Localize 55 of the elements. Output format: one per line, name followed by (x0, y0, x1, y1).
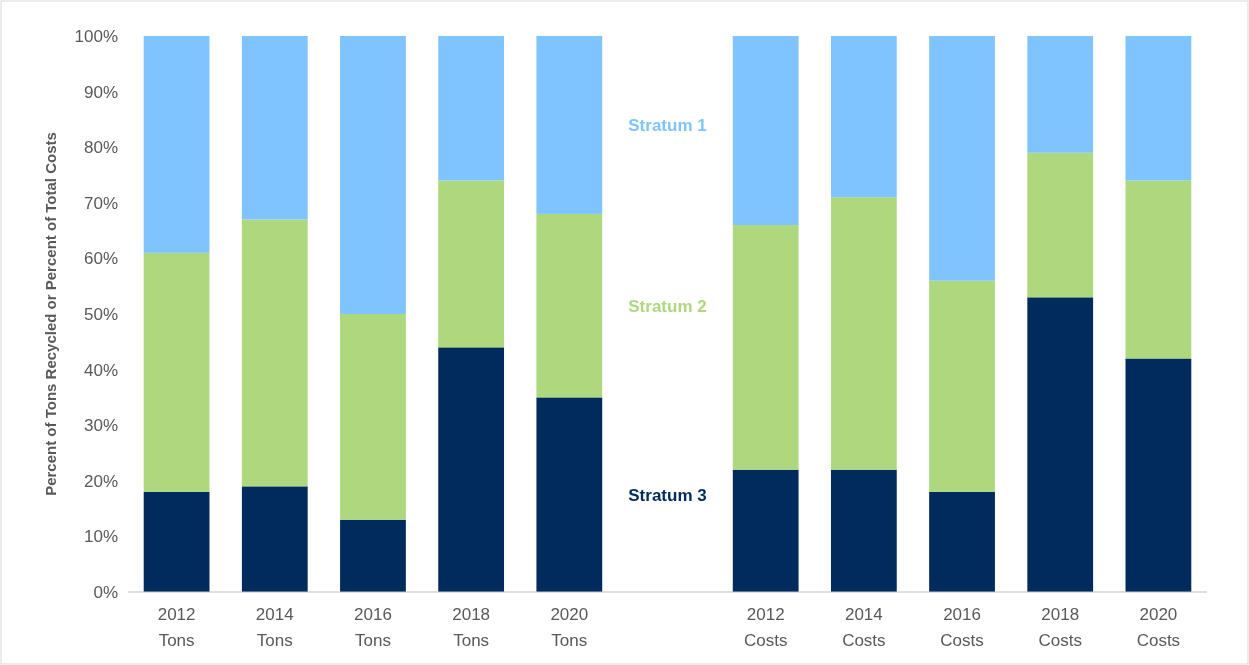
y-tick-label: 80% (83, 138, 118, 158)
bar (241, 486, 308, 592)
y-tick-label: 40% (83, 360, 118, 380)
bar (241, 36, 308, 220)
bar (438, 180, 505, 348)
x-tick-label: 2012 Tons (157, 605, 196, 650)
bar (929, 491, 995, 592)
bar (143, 36, 210, 253)
y-tick-label: 90% (83, 82, 118, 102)
x-tick-label: 2020 Costs (1136, 605, 1181, 650)
bar (143, 252, 210, 492)
y-tick-label: 10% (83, 527, 118, 547)
y-tick-label: 0% (93, 582, 118, 602)
bar (830, 197, 897, 470)
x-tick-label: 2018 Costs (1038, 605, 1082, 650)
y-tick-label: 30% (83, 416, 118, 436)
bar (1125, 358, 1192, 592)
bar (340, 36, 406, 314)
y-axis-title: Percent of Tons Recycled or Percent of Total Costs (42, 132, 59, 496)
y-tick-label: 70% (83, 193, 118, 213)
bar (1027, 36, 1094, 153)
bar (1027, 297, 1094, 592)
bar (143, 491, 210, 592)
bar (1027, 152, 1094, 298)
x-tick-label: 2014 Costs (842, 605, 886, 650)
bar (438, 347, 505, 592)
x-tick-label: 2018 Tons (452, 605, 491, 650)
bar (732, 469, 799, 592)
bar (536, 36, 603, 214)
y-tick-label: 50% (83, 304, 118, 324)
bar (438, 36, 505, 181)
y-tick-label: 20% (83, 471, 118, 491)
x-tick-label: 2016 Costs (940, 605, 984, 650)
y-tick-label: 100% (74, 26, 118, 46)
bar (241, 219, 308, 487)
bar (1125, 36, 1192, 181)
bar (340, 519, 406, 592)
bar (1125, 180, 1192, 359)
y-tick-label: 60% (83, 249, 118, 269)
x-tick-label: 2012 Costs (743, 605, 788, 650)
bar (340, 314, 406, 520)
bar (732, 36, 799, 226)
bar (536, 397, 603, 592)
bar (830, 36, 897, 198)
series-label: Stratum 3 (628, 485, 707, 505)
series-label: Stratum 2 (628, 296, 707, 316)
x-tick-label: 2016 Tons (354, 605, 392, 650)
x-tick-label: 2020 Tons (550, 605, 589, 650)
bar (830, 469, 897, 592)
series-label: Stratum 1 (628, 115, 707, 135)
bar (929, 280, 995, 492)
x-tick-label: 2014 Tons (255, 605, 294, 650)
bar (536, 213, 603, 398)
bar (732, 225, 799, 470)
bar (929, 36, 995, 281)
